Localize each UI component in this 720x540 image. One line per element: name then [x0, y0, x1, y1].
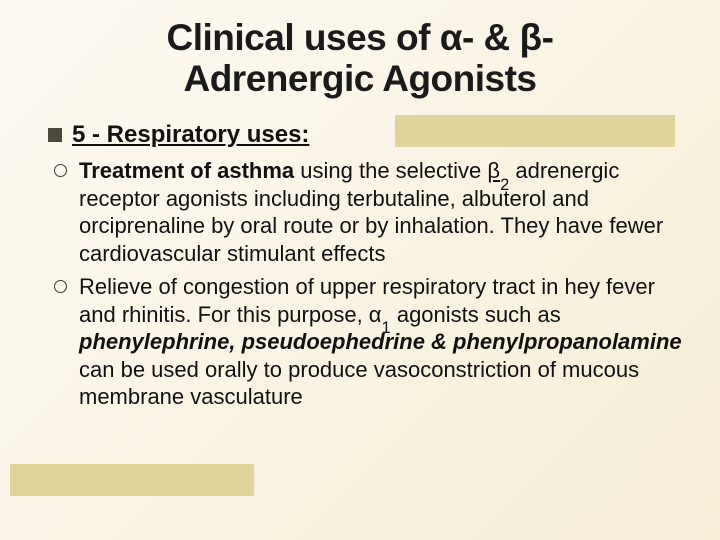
bullet-1-bold: Treatment of asthma [79, 158, 294, 183]
section-heading: 5 - Respiratory uses: [72, 121, 309, 149]
title-line-2: Adrenergic Agonists [183, 58, 536, 99]
slide-title: Clinical uses of α- & β- Adrenergic Agon… [0, 0, 720, 99]
bullet-2-text: Relieve of congestion of upper respirato… [79, 273, 690, 411]
slide: Clinical uses of α- & β- Adrenergic Agon… [0, 0, 720, 540]
bullet-1-text: Treatment of asthma using the selective … [79, 157, 690, 267]
bullet-1: Treatment of asthma using the selective … [54, 157, 690, 267]
circle-bullet-icon [54, 280, 67, 293]
title-line-1: Clinical uses of α- & β- [167, 17, 554, 58]
circle-bullet-icon [54, 164, 67, 177]
bullet-2-alpha-sub: 1 [382, 319, 391, 337]
bullet-2-r1: Relieve of congestion of upper respirato… [79, 274, 655, 327]
bullet-1-r1: using the selective [294, 158, 487, 183]
bullet-2: Relieve of congestion of upper respirato… [54, 273, 690, 411]
accent-rect-bottom-left [10, 464, 254, 496]
accent-rect-top-right [395, 115, 675, 147]
slide-body: 5 - Respiratory uses: Treatment of asthm… [0, 121, 720, 411]
bullet-2-italic: phenylephrine, pseudoephedrine & phenylp… [79, 329, 682, 354]
square-bullet-icon [48, 128, 62, 142]
bullet-2-r3: can be used orally to produce vasoconstr… [79, 357, 639, 410]
bullet-2-r2: agonists such as [391, 302, 561, 327]
bullet-1-beta: β2 [487, 158, 509, 183]
